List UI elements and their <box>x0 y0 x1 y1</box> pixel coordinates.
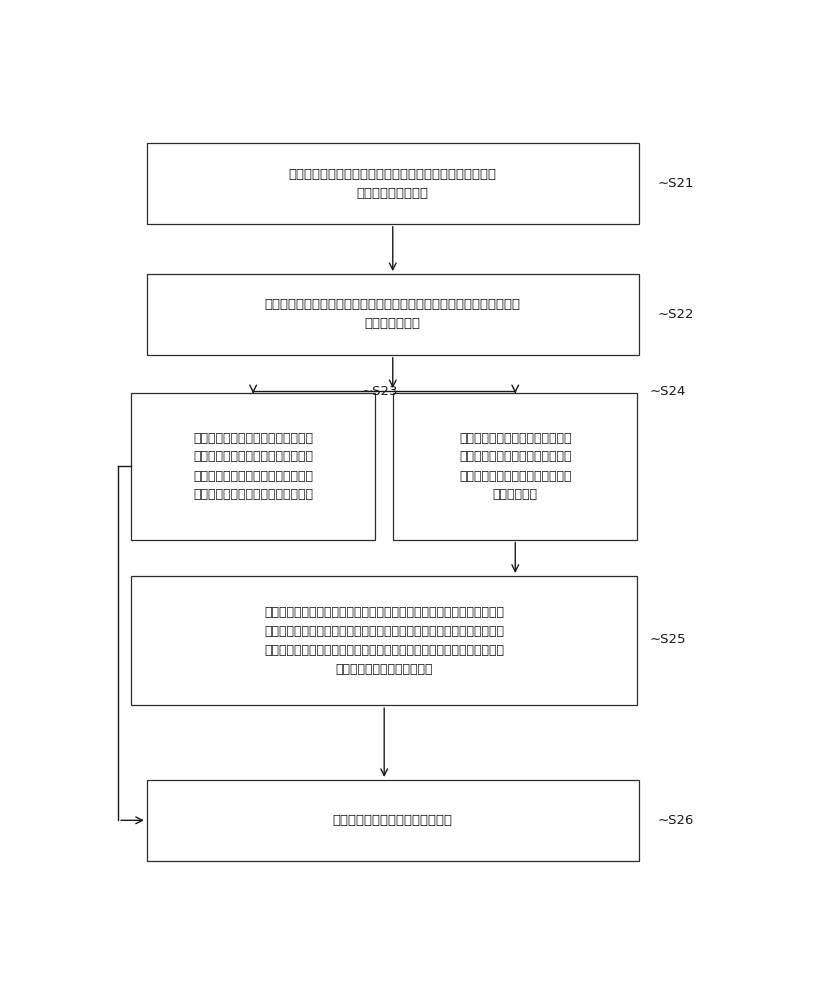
Bar <box>147 274 639 355</box>
Text: 对所述第二肺栓塞图像进行连通组件分析，得到所述第二肺栓塞图像的至
少一个连通组件: 对所述第二肺栓塞图像进行连通组件分析，得到所述第二肺栓塞图像的至 少一个连通组件 <box>265 298 521 330</box>
Text: 得到所述第二候选肺栓塞图像集合: 得到所述第二候选肺栓塞图像集合 <box>333 814 453 827</box>
Text: ∼S25: ∼S25 <box>649 633 686 646</box>
Bar <box>393 393 637 540</box>
Bar <box>147 143 639 224</box>
Bar <box>147 780 639 861</box>
Text: ∼S23: ∼S23 <box>361 385 398 398</box>
Text: 将所述第二肺栓塞图像的至少一个连
通组件中体素数量大于第二预设阈值
且小于第三预设阈值的连通组件对应
的图像作为所述第二候选肺栓塞图像: 将所述第二肺栓塞图像的至少一个连 通组件中体素数量大于第二预设阈值 且小于第三预… <box>193 432 313 502</box>
Text: 对进行开运算后的所述目标图像进行连通组件分析，得到进行开运算后的
所述目标图像的至少一个连通组件，将该至少一个连通组件中的体素数量
大于所述第二预设阈值且小于所: 对进行开运算后的所述目标图像进行连通组件分析，得到进行开运算后的 所述目标图像的… <box>265 606 505 676</box>
Bar <box>131 393 375 540</box>
Text: ∼S22: ∼S22 <box>658 308 695 321</box>
Bar <box>131 576 637 705</box>
Text: 对所述第二肺栓塞图像的至少一个
连通组件中体素数量大于所述第三
预设阈值的连通组件对应的目标图
像进行开运算: 对所述第二肺栓塞图像的至少一个 连通组件中体素数量大于所述第三 预设阈值的连通组… <box>459 432 572 502</box>
Text: ∼S24: ∼S24 <box>649 385 686 398</box>
Text: ∼S26: ∼S26 <box>658 814 695 827</box>
Text: 根据第一目标灰度值区间对第二肺动脉血管图像进行分割，
得到第二肺栓塞图像: 根据第一目标灰度值区间对第二肺动脉血管图像进行分割， 得到第二肺栓塞图像 <box>289 168 497 200</box>
Text: ∼S21: ∼S21 <box>658 177 695 190</box>
